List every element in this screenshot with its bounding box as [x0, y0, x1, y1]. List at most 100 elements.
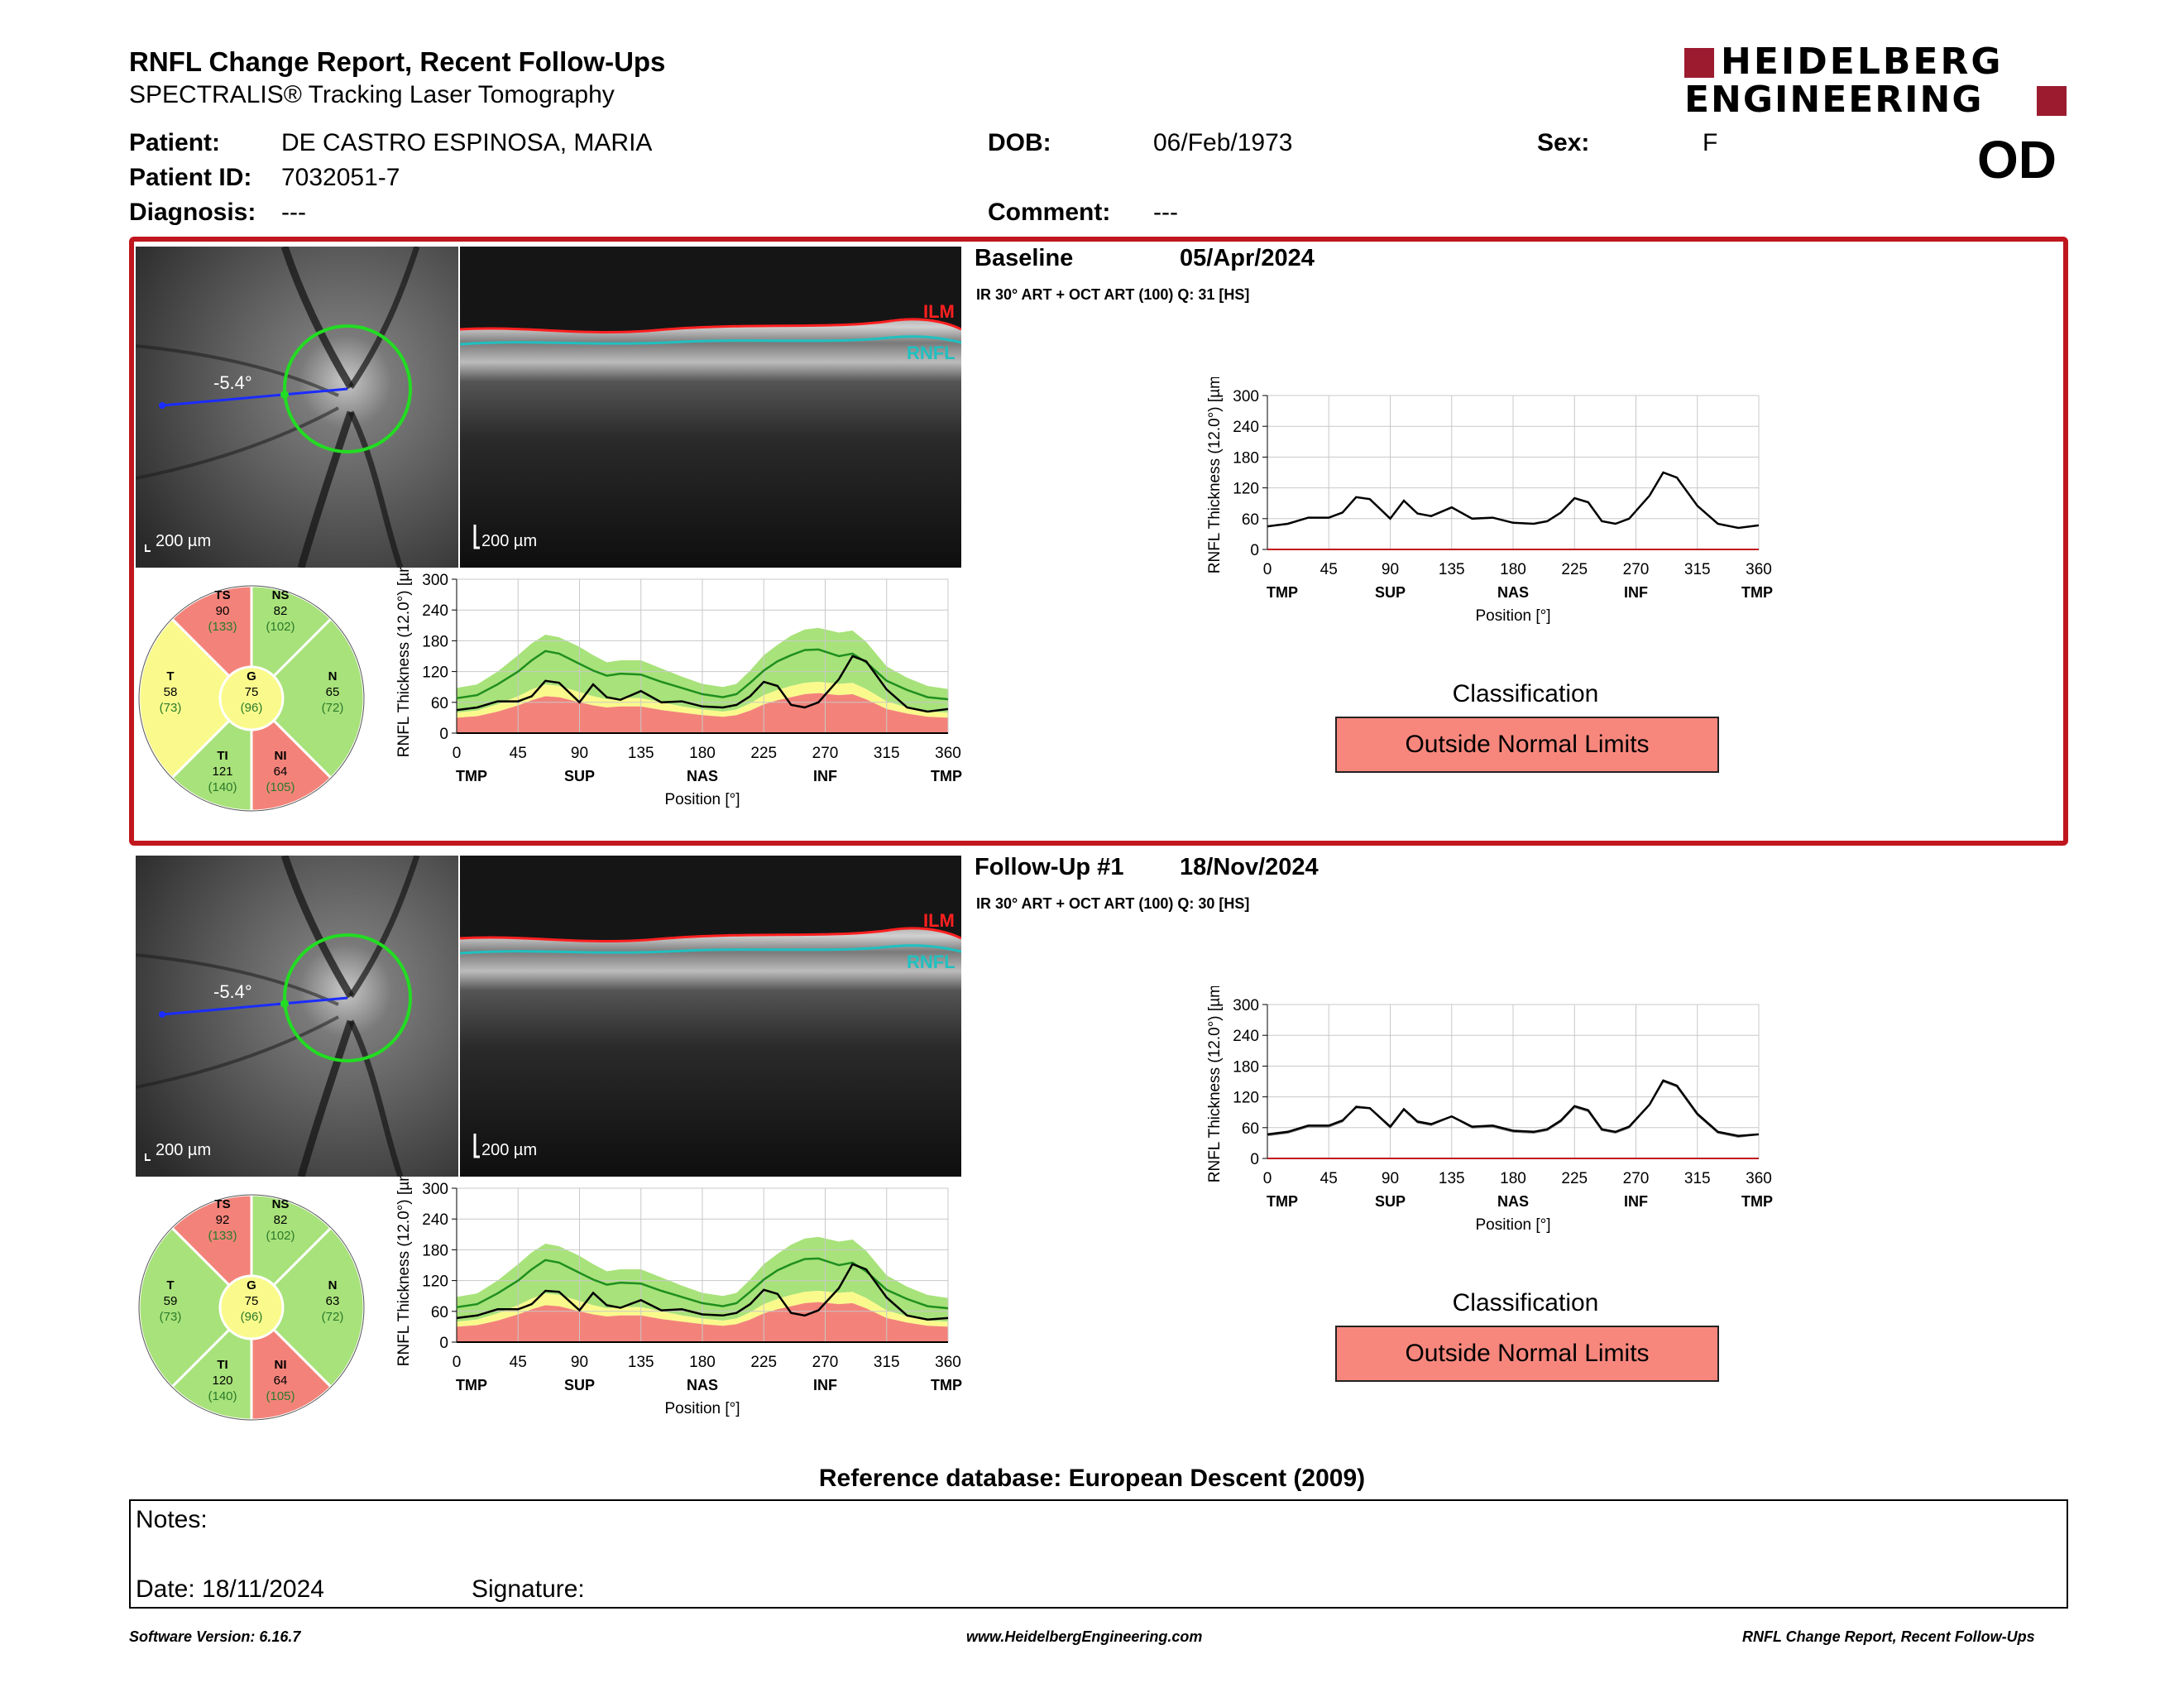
y-tick-label: 60	[431, 1304, 448, 1321]
sector-value: 90	[216, 604, 230, 618]
thickness-line	[456, 655, 949, 713]
sector-axis-label: INF	[1624, 1193, 1648, 1210]
sector-value: 75	[245, 1294, 259, 1308]
sector-reference: (73)	[160, 701, 182, 715]
comment-value: ---	[1153, 199, 1178, 226]
dob-label: DOB:	[988, 129, 1051, 156]
x-axis-label: Position [°]	[1475, 607, 1550, 625]
exam-label: Follow-Up #1	[975, 854, 1124, 880]
normative-mean-line	[456, 648, 949, 701]
y-tick-label: 240	[1233, 1028, 1259, 1045]
patient-id: 7032051-7	[281, 164, 400, 191]
baseline-frame	[129, 237, 2068, 846]
sector-reference: (133)	[208, 1229, 237, 1243]
y-tick-label: 300	[422, 572, 448, 589]
x-tick-label: 90	[1382, 561, 1399, 578]
sector-axis-label: TMP	[1267, 1193, 1298, 1210]
sector-reference: (133)	[208, 620, 237, 634]
x-tick-label: 360	[935, 1354, 961, 1371]
exam-label: Baseline	[975, 245, 1074, 271]
fundus-image: -5.4° 200 µm	[136, 247, 458, 568]
sector-reference: (102)	[266, 620, 295, 634]
report-title: RNFL Change Report, Recent Follow-Ups	[129, 46, 666, 77]
bscan-svg: ILM RNFL 200 µm	[460, 856, 961, 1177]
fundus-svg: -5.4° 200 µm	[136, 247, 458, 568]
bscan-image: ILM RNFL 200 µm	[460, 856, 961, 1177]
sector-reference: (102)	[266, 1229, 295, 1243]
sector-value: 82	[274, 604, 288, 618]
sector-value: 58	[164, 685, 178, 699]
x-axis-label: Position [°]	[1475, 1216, 1550, 1234]
x-tick-label: 90	[1382, 1170, 1399, 1187]
x-tick-label: 45	[510, 745, 527, 762]
x-tick-label: 180	[689, 1354, 716, 1371]
sector-label: TI	[217, 1358, 228, 1372]
sector-axis-label: TMP	[1741, 1193, 1773, 1210]
sector-reference: (73)	[160, 1310, 182, 1324]
x-tick-label: 360	[935, 745, 961, 762]
sector-value: 120	[212, 1374, 232, 1388]
x-tick-label: 225	[1561, 561, 1588, 578]
sector-label: T	[166, 669, 174, 683]
software-version: Software Version: 6.16.7	[129, 1628, 301, 1645]
rnfl-label: RNFL	[907, 952, 956, 972]
wheel-outline	[138, 1194, 365, 1421]
x-tick-label: 135	[628, 745, 654, 762]
x-tick-label: 315	[874, 1354, 900, 1371]
sector-axis-label: SUP	[564, 1377, 595, 1393]
x-tick-label: 180	[1500, 561, 1526, 578]
sector-axis-label: SUP	[1375, 1193, 1406, 1210]
fundus-svg: -5.4° 200 µm	[136, 856, 458, 1177]
sex-label: Sex:	[1537, 129, 1590, 156]
sector-axis-label: TMP	[931, 1377, 962, 1393]
thickness-chart: 0 45 90 135 180 225 270 315 360 0 60 120 180 240 300 TM…	[1206, 986, 1773, 1234]
sector-label: TS	[214, 1197, 230, 1211]
slo-scale-label: 200 µm	[156, 532, 211, 550]
heidelberg-logo: HEIDELBERG ENGINEERING	[1684, 41, 2068, 119]
angle-label: -5.4°	[213, 372, 252, 393]
sector-reference: (96)	[241, 1310, 263, 1324]
x-tick-label: 225	[750, 1354, 777, 1371]
thickness-line	[1267, 471, 1760, 530]
x-tick-label: 315	[1684, 561, 1711, 578]
bscan-scale-label: 200 µm	[481, 1141, 537, 1159]
sector-axis-label: INF	[813, 768, 837, 784]
sector-label: G	[247, 669, 256, 683]
thickness-line	[1267, 1079, 1760, 1137]
y-tick-label: 60	[1242, 511, 1259, 529]
y-tick-label: 240	[422, 1211, 448, 1229]
x-tick-label: 270	[812, 1354, 839, 1371]
normative-chart: 0 45 90 135 180 225 270 315 360 0 60 120 180 240 300 TM…	[395, 568, 962, 808]
sector-axis-label: NAS	[1497, 1193, 1529, 1210]
classification-result: Outside Normal Limits	[1335, 717, 1719, 773]
x-tick-label: 225	[750, 745, 777, 762]
x-tick-label: 315	[874, 745, 900, 762]
y-tick-label: 180	[422, 633, 448, 650]
sector-reference: (105)	[266, 1389, 295, 1403]
x-axis-label: Position [°]	[664, 791, 740, 808]
y-tick-label: 60	[431, 695, 448, 712]
sector-g	[218, 665, 285, 731]
y-axis-label: RNFL Thickness (12.0°) [µm]	[1206, 377, 1224, 573]
logo-line1: HEIDELBERG	[1721, 41, 2004, 83]
sector-label: TS	[214, 588, 230, 602]
y-tick-label: 0	[1250, 542, 1259, 559]
x-tick-label: 225	[1561, 1170, 1588, 1187]
sector-axis-label: INF	[813, 1377, 837, 1393]
normative-chart: 0 45 90 135 180 225 270 315 360 0 60 120 180 240 300 TM…	[395, 1177, 962, 1417]
website: www.HeidelbergEngineering.com	[966, 1628, 1203, 1645]
x-tick-label: 90	[571, 745, 588, 762]
sector-axis-label: NAS	[1497, 584, 1529, 601]
y-tick-label: 240	[422, 602, 448, 620]
sector-label: N	[328, 669, 338, 683]
thickness-chart: 0 45 90 135 180 225 270 315 360 0 60 120 180 240 300 TM…	[1206, 377, 1773, 625]
ilm-label: ILM	[923, 910, 955, 931]
footer-report-name: RNFL Change Report, Recent Follow-Ups	[1742, 1628, 2035, 1645]
notes-box: Notes: Date: 18/11/2024 Signature:	[129, 1499, 2068, 1609]
x-tick-label: 270	[812, 745, 839, 762]
x-tick-label: 0	[453, 1354, 462, 1371]
scan-info: IR 30° ART + OCT ART (100) Q: 30 [HS]	[976, 895, 1250, 912]
x-tick-label: 360	[1746, 561, 1772, 578]
exam-date: 05/Apr/2024	[1180, 245, 1315, 271]
sector-reference: (140)	[208, 1389, 237, 1403]
